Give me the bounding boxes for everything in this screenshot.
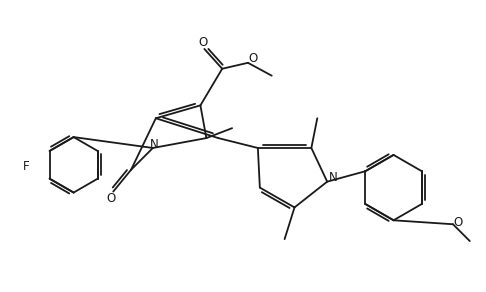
Text: O: O bbox=[248, 52, 258, 65]
Text: N: N bbox=[150, 138, 158, 150]
Text: O: O bbox=[453, 216, 463, 229]
Text: F: F bbox=[23, 160, 29, 173]
Text: O: O bbox=[199, 36, 208, 49]
Text: O: O bbox=[106, 192, 116, 205]
Text: N: N bbox=[329, 171, 337, 184]
